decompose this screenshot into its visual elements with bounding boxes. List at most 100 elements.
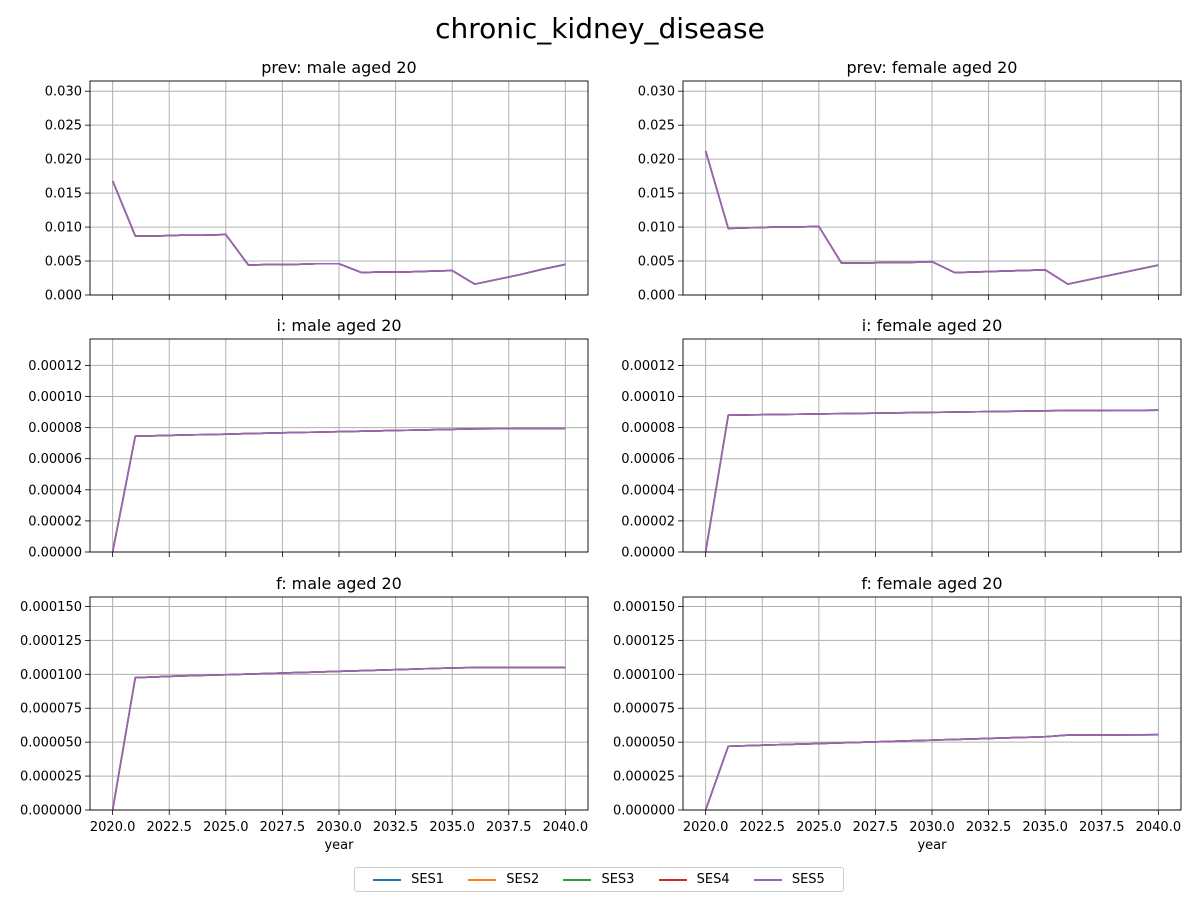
legend-item-ses1: SES1: [373, 872, 444, 887]
y-tick-label: 0.015: [638, 187, 675, 202]
y-tick-label: 0.00010: [621, 390, 675, 405]
y-tick-label: 0.00004: [621, 483, 675, 498]
y-tick-label: 0.010: [638, 221, 675, 236]
y-tick-label: 0.020: [638, 153, 675, 168]
x-tick-label: 2025.0: [796, 820, 842, 835]
x-tick-label: 2037.5: [486, 820, 532, 835]
axes-frame: [682, 338, 1182, 553]
y-tick-label: 0.00012: [621, 359, 675, 374]
y-tick-label: 0.000: [638, 289, 675, 304]
y-tick-label: 0.000150: [20, 600, 82, 615]
y-tick-label: 0.00008: [28, 421, 82, 436]
legend-item-ses2: SES2: [468, 872, 539, 887]
subplot-2: 0.000 0.005 0.010 0.015 0.020 0.025 0.030 prev:…: [638, 58, 1182, 304]
y-tick-label: 0.000150: [613, 600, 675, 615]
x-tick-label: 2040.0: [543, 820, 589, 835]
legend-swatch-ses1: [373, 878, 402, 881]
x-tick-label: 2025.0: [203, 820, 249, 835]
x-tick-label: 2027.5: [853, 820, 899, 835]
y-tick-label: 0.000075: [613, 702, 675, 717]
subplot-title: prev: female aged 20: [847, 58, 1018, 77]
legend-label-ses3: SES3: [601, 872, 635, 887]
y-tick-label: 0.000125: [613, 634, 675, 649]
x-tick-label: 2030.0: [316, 820, 362, 835]
legend-swatch-ses2: [468, 878, 497, 881]
subplot-3: 0.00000 0.00002 0.00004 0.00006 0.00008 0.000…: [28, 316, 589, 561]
legend-item-ses3: SES3: [563, 872, 634, 887]
y-tick-label: 0.000100: [20, 668, 82, 683]
axes-frame: [682, 596, 1182, 811]
series-line-ses5: [704, 409, 1159, 553]
subplot-title: i: male aged 20: [276, 316, 401, 335]
axes-frame: [89, 80, 589, 296]
y-tick-label: 0.025: [638, 119, 675, 134]
legend-label-ses1: SES1: [411, 872, 445, 887]
y-tick-label: 0.00006: [621, 452, 675, 467]
series-line-ses5: [111, 180, 566, 285]
y-tick-label: 0.005: [638, 255, 675, 270]
x-tick-label: 2035.0: [1022, 820, 1068, 835]
legend-swatch-ses5: [753, 878, 782, 881]
subplot-4: 0.00000 0.00002 0.00004 0.00006 0.00008 0.000…: [621, 316, 1182, 561]
y-tick-label: 0.030: [45, 85, 82, 100]
y-tick-label: 0.000025: [20, 770, 82, 785]
y-tick-label: 0.025: [45, 119, 82, 134]
x-tick-label: 2022.5: [146, 820, 192, 835]
y-tick-label: 0.00002: [28, 514, 82, 529]
x-axis-label: year: [917, 838, 947, 853]
legend-label-ses4: SES4: [696, 872, 730, 887]
y-tick-label: 0.000000: [613, 804, 675, 819]
x-tick-label: 2037.5: [1079, 820, 1125, 835]
y-tick-label: 0.000025: [613, 770, 675, 785]
y-tick-label: 0.00004: [28, 483, 82, 498]
x-tick-label: 2020.0: [683, 820, 729, 835]
y-tick-label: 0.00012: [28, 359, 82, 374]
y-tick-label: 0.005: [45, 255, 82, 270]
legend-item-ses4: SES4: [658, 872, 730, 887]
subplot-6: 0.000000 0.000025 0.000050 0.000075 0.000100…: [613, 574, 1182, 853]
y-tick-label: 0.000: [45, 289, 82, 304]
series-line-ses5: [704, 733, 1159, 811]
y-tick-label: 0.015: [45, 187, 82, 202]
x-tick-label: 2030.0: [909, 820, 955, 835]
x-tick-label: 2032.5: [373, 820, 419, 835]
subplot-title: f: female aged 20: [861, 574, 1002, 593]
legend-label-ses5: SES5: [791, 872, 825, 887]
y-tick-label: 0.00000: [28, 546, 82, 561]
axes-frame: [89, 596, 589, 811]
y-tick-label: 0.010: [45, 221, 82, 236]
legend-item-ses5: SES5: [753, 872, 825, 887]
y-tick-label: 0.030: [638, 85, 675, 100]
x-tick-label: 2020.0: [90, 820, 136, 835]
legend-label-ses2: SES2: [506, 872, 540, 887]
y-tick-label: 0.020: [45, 153, 82, 168]
legend-swatch-ses4: [658, 878, 687, 881]
x-tick-label: 2022.5: [739, 820, 785, 835]
y-tick-label: 0.000050: [613, 736, 675, 751]
series-line-ses5: [704, 150, 1159, 285]
legend-swatch-ses3: [563, 878, 592, 881]
y-tick-label: 0.00008: [621, 421, 675, 436]
series-line-ses5: [111, 666, 566, 811]
x-axis-label: year: [324, 838, 354, 853]
legend: SES1 SES2 SES3 SES4 SES5: [354, 867, 844, 892]
axes-frame: [682, 80, 1182, 296]
x-tick-label: 2035.0: [429, 820, 475, 835]
axes-frame: [89, 338, 589, 553]
y-tick-label: 0.00006: [28, 452, 82, 467]
x-tick-label: 2027.5: [260, 820, 306, 835]
y-tick-label: 0.00002: [621, 514, 675, 529]
subplot-5: 0.000000 0.000025 0.000050 0.000075 0.000100…: [20, 574, 589, 853]
x-tick-label: 2032.5: [966, 820, 1012, 835]
y-tick-label: 0.00000: [621, 546, 675, 561]
figure-title: chronic_kidney_disease: [435, 12, 765, 45]
y-tick-label: 0.000050: [20, 736, 82, 751]
subplot-title: i: female aged 20: [862, 316, 1003, 335]
y-tick-label: 0.00010: [28, 390, 82, 405]
series-line-ses5: [111, 427, 566, 553]
subplot-title: f: male aged 20: [276, 574, 402, 593]
y-tick-label: 0.000125: [20, 634, 82, 649]
y-tick-label: 0.000100: [613, 668, 675, 683]
y-tick-label: 0.000075: [20, 702, 82, 717]
